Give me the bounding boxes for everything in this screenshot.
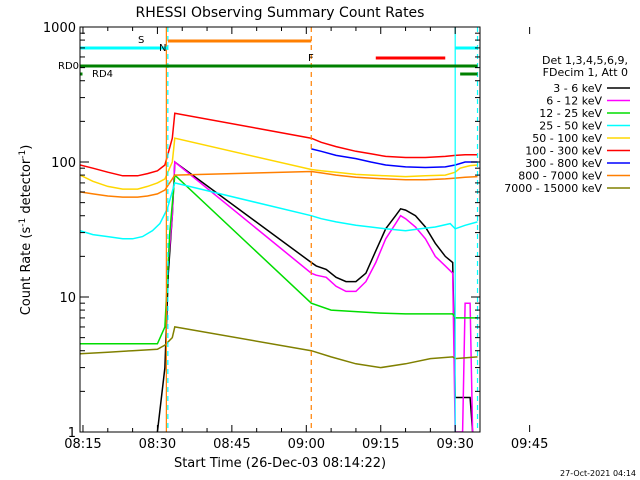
legend-title-1: FDecim 1, Att 0 (543, 66, 628, 79)
series-line-6 (311, 148, 478, 169)
x-tick-label-1: 08:30 (139, 437, 176, 452)
x-axis-label: Start Time (26-Dec-03 08:14:22) (174, 456, 386, 471)
legend-label-6: 300 - 800 keV (525, 157, 602, 170)
y-axis-label: Count Rate (s-1 detector-1) (18, 145, 34, 316)
legend-title-0: Det 1,3,4,5,6,9, (542, 54, 628, 67)
flag-label-f: F (308, 53, 314, 64)
series-line-8 (80, 326, 478, 369)
series-line-2 (80, 173, 478, 345)
legend-label-8: 7000 - 15000 keV (504, 182, 602, 195)
x-tick-label-2: 08:45 (213, 437, 250, 452)
plot-area (80, 27, 479, 432)
legend-label-7: 800 - 7000 keV (518, 170, 602, 183)
legend: Det 1,3,4,5,6,9,FDecim 1, Att 0 3 - 6 keV… (504, 54, 630, 195)
chart-title: RHESSI Observing Summary Count Rates (136, 5, 425, 21)
flag-label-rd4: RD4 (92, 69, 113, 80)
legend-label-1: 6 - 12 keV (546, 95, 602, 108)
legend-label-0: 3 - 6 keV (553, 82, 602, 95)
x-tick-label-5: 09:30 (436, 437, 473, 452)
flag-label-s: S (138, 35, 144, 46)
y-tick-label-2: 100 (51, 156, 76, 171)
plot-frame (79, 26, 481, 433)
x-tick-label-4: 09:15 (362, 437, 399, 452)
series-line-3 (80, 182, 478, 240)
plot-layer: S N F RD0 RD4 (58, 27, 479, 432)
axes-layer: 08:15 08:30 08:45 09:00 09:15 09:30 09:45 1 10 10… (43, 21, 548, 452)
x-tick-label-3: 09:00 (288, 437, 325, 452)
y-tick-label-3: 1000 (43, 21, 76, 36)
footer-timestamp: 27-Oct-2021 04:14 (560, 469, 636, 478)
y-tick-label-1: 10 (59, 291, 76, 306)
legend-label-3: 25 - 50 keV (539, 120, 602, 133)
x-tick-label-0: 08:15 (64, 437, 101, 452)
x-tick-label-6: 09:45 (511, 437, 548, 452)
series-line-1 (166, 160, 474, 432)
flag-label-rd0: RD0 (58, 61, 79, 72)
series-line-5 (80, 112, 478, 177)
y-tick-label-0: 1 (68, 426, 76, 441)
flag-label-n: N (159, 43, 166, 54)
series-line-7 (80, 170, 478, 198)
series-line-4 (80, 137, 478, 190)
series-line-0 (156, 160, 474, 432)
legend-label-2: 12 - 25 keV (539, 107, 602, 120)
legend-label-4: 50 - 100 keV (532, 132, 602, 145)
legend-label-5: 100 - 300 keV (525, 145, 602, 158)
